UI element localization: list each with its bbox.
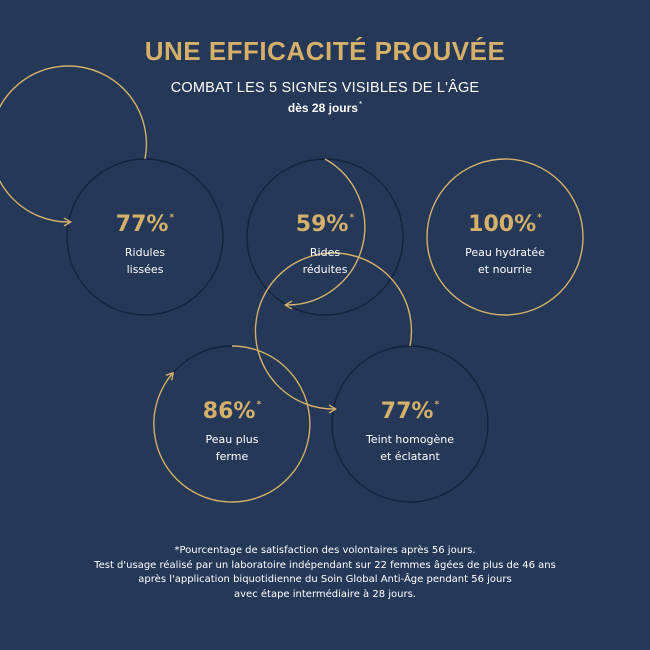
stat-asterisk: * [434,400,440,410]
stat-peau-hydratee: 100%* Peau hydratée et nourrie [425,205,585,278]
footnote-line: après l'application biquotidienne du Soi… [138,574,512,585]
footnote-line: *Pourcentage de satisfaction des volonta… [174,545,476,556]
stat-percent: 77% [115,212,169,237]
footnote-line: Test d'usage réalisé par un laboratoire … [94,559,556,571]
stat-label: Rides réduites [302,246,348,276]
stat-asterisk: * [537,213,542,223]
footnote-line: avec étape intermédiaire à 28 jours. [234,588,416,600]
ring-peau-ferme [153,345,311,503]
ring-peau-hydratee [426,158,584,316]
ring-teint [254,252,489,503]
stat-label: Peau plus ferme [205,433,259,463]
ring-progress-arc [0,65,148,227]
stat-asterisk: * [256,400,262,410]
period-text: dès 28 jours* [0,100,650,115]
ring-progress-arc [153,345,311,503]
stat-value: 100%* [425,205,585,238]
ring-ridules [0,65,224,316]
stat-percent: 86% [202,399,256,424]
footnote: *Pourcentage de satisfaction des volonta… [0,544,650,602]
stat-percent: 59% [295,212,349,237]
ring-rides [246,158,404,316]
stat-value: 77%* [330,392,490,425]
stat-percent: 77% [380,399,434,424]
stat-asterisk: * [349,213,355,223]
page-subtitle: COMBAT LES 5 SIGNES VISIBLES DE L'ÂGE [170,80,480,96]
ring-progress-full [426,158,584,316]
ring-progress-arc [254,252,413,414]
stat-label: Ridules lissées [124,246,166,276]
stat-percent: 100% [468,212,537,237]
stat-label: Teint homogène et éclatant [365,433,455,463]
period-label: dès 28 jours [287,101,358,115]
ring-progress-arc [284,158,366,310]
stat-value: 86%* [152,392,312,425]
stat-peau-ferme: 86%* Peau plus ferme [152,392,312,465]
period-asterisk: * [358,100,363,109]
stat-ridules: 77%* Ridules lissées [65,205,225,278]
stat-teint: 77%* Teint homogène et éclatant [330,392,490,465]
stat-asterisk: * [169,213,175,223]
stat-value: 59%* [245,205,405,238]
stat-label: Peau hydratée et nourrie [465,246,545,276]
stat-rides: 59%* Rides réduites [245,205,405,278]
stat-value: 77%* [65,205,225,238]
page-title: UNE EFFICACITÉ PROUVÉE [144,36,506,66]
